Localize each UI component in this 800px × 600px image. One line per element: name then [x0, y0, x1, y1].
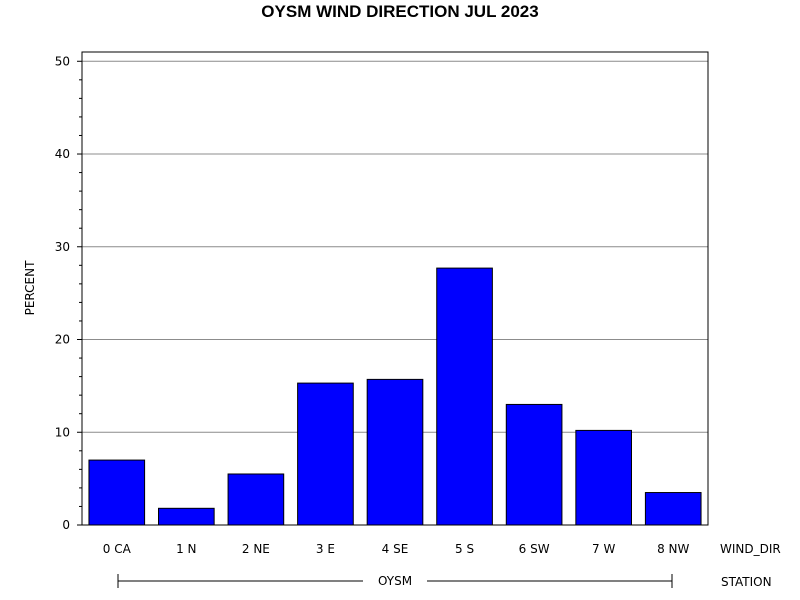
chart-title: OYSM WIND DIRECTION JUL 2023: [261, 2, 538, 21]
x-tick-label: 2 NE: [242, 542, 270, 556]
plot-frame: [81, 51, 709, 526]
x-tick-label: 8 NW: [657, 542, 689, 556]
bar: [227, 473, 285, 526]
station-axis-label: STATION: [721, 575, 772, 589]
bar: [575, 429, 632, 526]
y-tick-label: 0: [62, 518, 70, 532]
y-tick-label: 30: [55, 240, 70, 254]
y-tick-label: 40: [55, 147, 70, 161]
y-tick-label: 10: [55, 425, 70, 439]
bar: [88, 459, 146, 526]
x-tick-label: 5 S: [455, 542, 474, 556]
gridlines: [82, 60, 708, 433]
x-tick-label: 6 SW: [519, 542, 550, 556]
bar: [297, 382, 354, 526]
y-axis-tick-labels: 0 10 20 30 40 50: [55, 54, 82, 532]
x-tick-label: 7 W: [592, 542, 615, 556]
x-tick-label: 1 N: [176, 542, 196, 556]
bar: [158, 507, 215, 526]
bars: [88, 267, 702, 526]
x-tick-label: 0 CA: [103, 542, 132, 556]
y-tick-label: 20: [55, 333, 70, 347]
x-axis-label: WIND_DIR: [720, 542, 781, 556]
bar: [505, 403, 563, 526]
bar: [436, 267, 493, 526]
station-axis: OYSM: [117, 574, 673, 588]
bar: [366, 378, 424, 526]
x-tick-label: 4 SE: [382, 542, 409, 556]
bar: [644, 492, 702, 526]
x-axis-tick-labels: 0 CA 1 N 2 NE 3 E 4 SE 5 S 6 SW 7 W 8 NW: [103, 542, 690, 556]
x-tick-label: 3 E: [316, 542, 335, 556]
station-group-label: OYSM: [378, 574, 412, 588]
y-tick-label: 50: [55, 54, 70, 68]
y-axis-label: PERCENT: [23, 260, 37, 315]
